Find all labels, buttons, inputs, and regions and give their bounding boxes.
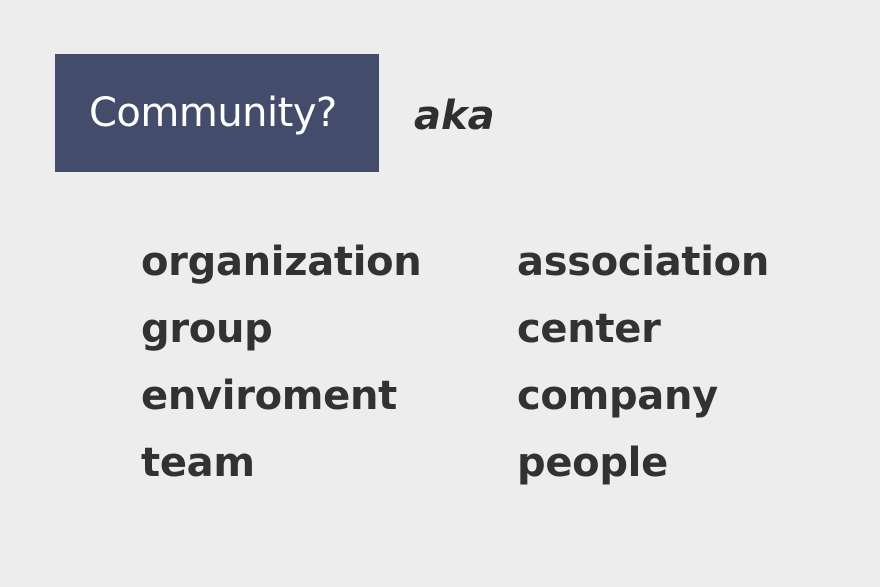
synonym-item: enviroment bbox=[141, 373, 398, 419]
aka-label: aka bbox=[414, 93, 495, 139]
synonym-column-right: association center company people bbox=[517, 229, 769, 497]
synonym-item: company bbox=[517, 373, 718, 419]
synonym-item: team bbox=[141, 440, 255, 486]
synonym-column-left: organization group enviroment team bbox=[141, 229, 422, 497]
synonym-item: group bbox=[141, 306, 273, 352]
title-text: Community? bbox=[89, 90, 337, 136]
synonym-item: organization bbox=[141, 239, 422, 285]
synonym-item: people bbox=[517, 440, 668, 486]
synonym-item: association bbox=[517, 239, 769, 285]
title-box: Community? bbox=[55, 54, 379, 172]
synonym-item: center bbox=[517, 306, 661, 352]
